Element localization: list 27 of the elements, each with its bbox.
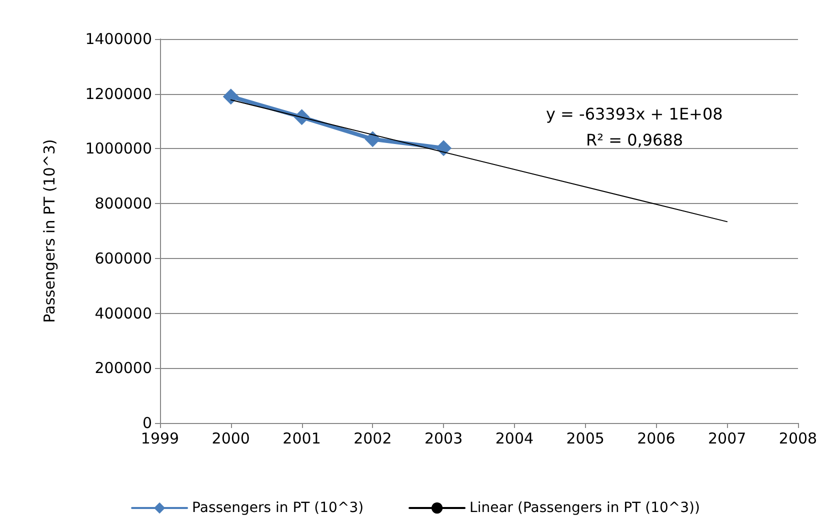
y-tick-label: 800000 — [94, 194, 152, 213]
annotation: R² = 0,9688 — [586, 130, 684, 150]
x-tick-label: 2004 — [495, 430, 534, 448]
x-tick-label: 2003 — [424, 430, 463, 448]
annotation: y = -63393x + 1E+08 — [546, 104, 723, 124]
x-tick-label: 2000 — [212, 430, 250, 448]
x-tick-label: 2007 — [708, 430, 746, 448]
y-tick-label: 1000000 — [85, 140, 152, 158]
x-tick-label: 2002 — [354, 430, 392, 448]
point — [294, 109, 310, 126]
legend-label: Passengers in PT (10^3) — [192, 500, 364, 516]
legend-label: Linear (Passengers in PT (10^3)) — [470, 500, 700, 516]
x-tick-label: 2008 — [778, 430, 818, 448]
y-tick-label: 1400000 — [85, 30, 152, 48]
y-tick-label: 600000 — [94, 249, 152, 268]
point — [436, 140, 452, 156]
point — [222, 88, 239, 105]
y-tick-label: 0 — [142, 414, 152, 432]
y-tick-label: 1200000 — [85, 84, 152, 103]
point — [364, 131, 381, 148]
x-tick-label: 1999 — [140, 430, 180, 448]
y-tick-label: 400000 — [94, 304, 152, 322]
x-tick-label: 2001 — [282, 430, 321, 448]
x-tick-label: 2006 — [637, 430, 676, 448]
y-tick-label: 200000 — [94, 359, 152, 378]
y-axis-title: Passengers in PT (10^3) — [40, 139, 58, 323]
x-tick-label: 2005 — [566, 430, 604, 448]
